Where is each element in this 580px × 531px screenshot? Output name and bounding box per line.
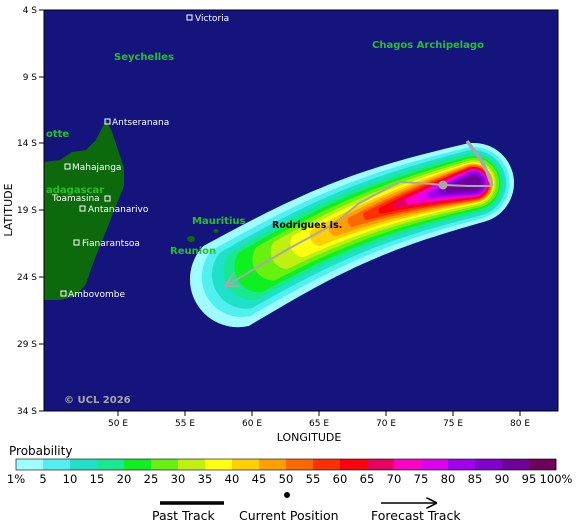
legend-tick-label: 85 bbox=[467, 472, 483, 486]
legend-tick-label: 1% bbox=[6, 472, 26, 486]
y-tick-label: 29 S bbox=[17, 340, 37, 350]
x-tick-label: 70 E bbox=[376, 419, 396, 429]
legend-tick-label: 95 bbox=[521, 472, 537, 486]
place-label-ambovombe: Ambovombe bbox=[68, 290, 125, 300]
reunion-island bbox=[187, 236, 195, 242]
place-label-mayotte: otte bbox=[46, 129, 69, 140]
past-track bbox=[465, 139, 494, 187]
legend-tick-label: 50 bbox=[278, 472, 294, 486]
colorbar-segment bbox=[43, 459, 71, 470]
legend-tick-label: 80 bbox=[440, 472, 456, 486]
legend-tick-label: 65 bbox=[359, 472, 375, 486]
town-marker bbox=[79, 205, 86, 212]
legend-tick-label: 55 bbox=[305, 472, 321, 486]
place-label-mauritius: Mauritius bbox=[192, 216, 246, 227]
colorbar-segment bbox=[502, 459, 530, 470]
x-tick-label: 65 E bbox=[309, 419, 329, 429]
place-label-mahajanga: Mahajanga bbox=[72, 163, 121, 173]
place-label-madagascar: adagascar bbox=[46, 185, 104, 196]
place-label-rodrigues: Rodrigues Is. bbox=[272, 220, 342, 231]
colorbar-segment bbox=[475, 459, 503, 470]
probability-colorbar bbox=[15, 458, 557, 471]
colorbar-segment bbox=[16, 459, 44, 470]
legend-tick-label: 40 bbox=[224, 472, 240, 486]
x-tick-label: 50 E bbox=[108, 419, 128, 429]
colorbar-segment bbox=[286, 459, 314, 470]
legend-tick-label: 90 bbox=[494, 472, 510, 486]
legend-tick-label: 5 bbox=[39, 472, 47, 486]
probability-swath bbox=[189, 142, 515, 328]
place-label-antseranana: Antseranana bbox=[112, 118, 169, 128]
current-position-key-label: Current Position bbox=[239, 508, 339, 523]
colorbar-segment bbox=[205, 459, 233, 470]
colorbar-segment bbox=[124, 459, 152, 470]
past-track-key-label: Past Track bbox=[152, 508, 215, 523]
colorbar-segment bbox=[448, 459, 476, 470]
colorbar-segment bbox=[151, 459, 179, 470]
y-tick-label: 34 S bbox=[17, 407, 37, 417]
legend-tick-label: 10 bbox=[62, 472, 78, 486]
y-tick-label: 9 S bbox=[23, 73, 38, 83]
town-marker bbox=[64, 163, 71, 170]
colorbar-frame bbox=[15, 458, 557, 471]
legend-tick-label: 60 bbox=[332, 472, 348, 486]
legend-tick-label: 100% bbox=[539, 472, 573, 486]
legend-tick-label: 35 bbox=[197, 472, 213, 486]
x-tick-label: 60 E bbox=[242, 419, 262, 429]
x-axis: 50 E 55 E 60 E 65 E 70 E 75 E 80 E bbox=[108, 411, 530, 429]
colorbar-segment bbox=[394, 459, 422, 470]
colorbar-segment bbox=[70, 459, 98, 470]
mauritius-island bbox=[213, 229, 219, 233]
copyright-label: © UCL 2026 bbox=[64, 395, 131, 406]
town-marker bbox=[104, 195, 111, 202]
legend-title: Probability bbox=[9, 444, 73, 458]
legend-labels: 1% 5 10 15 20 25 30 35 40 45 50 55 60 65 70 75 80 85 90 95 1… bbox=[0, 472, 580, 486]
place-label-toamasina: Toamasina bbox=[51, 194, 100, 204]
y-tick-label: 24 S bbox=[17, 273, 37, 283]
legend-tick-label: 70 bbox=[386, 472, 402, 486]
colorbar-segment bbox=[178, 459, 206, 470]
place-label-chagos: Chagos Archipelago bbox=[372, 40, 484, 51]
town-marker bbox=[186, 14, 193, 21]
town-marker bbox=[104, 118, 111, 125]
forecast-track-key-label: Forecast Track bbox=[371, 508, 461, 523]
colorbar-segment bbox=[421, 459, 449, 470]
colorbar-segment bbox=[340, 459, 368, 470]
legend-tick-label: 30 bbox=[170, 472, 186, 486]
colorbar-segment bbox=[313, 459, 341, 470]
legend-tick-label: 25 bbox=[143, 472, 159, 486]
madagascar-landmass bbox=[44, 120, 124, 300]
legend-tick-label: 20 bbox=[116, 472, 132, 486]
x-tick-label: 80 E bbox=[510, 419, 530, 429]
current-position-key-dot bbox=[284, 492, 290, 498]
y-tick-label: 19 S bbox=[17, 206, 37, 216]
town-marker bbox=[73, 239, 80, 246]
legend-tick-label: 75 bbox=[413, 472, 429, 486]
colorbar-segment bbox=[97, 459, 125, 470]
place-label-victoria: Victoria bbox=[195, 14, 229, 24]
place-label-fianarantsoa: Fianarantsoa bbox=[82, 239, 140, 249]
y-axis: 4 S 9 S 14 S 19 S 24 S 29 S 34 S bbox=[17, 6, 44, 417]
probability-band bbox=[445, 175, 482, 194]
x-axis-title: LONGITUDE bbox=[277, 431, 342, 444]
legend-tick-label: 45 bbox=[251, 472, 267, 486]
colorbar-segment bbox=[367, 459, 395, 470]
place-markers: Victoria Seychelles Chagos Archipelago A… bbox=[46, 14, 484, 406]
current-position-marker bbox=[438, 180, 448, 190]
y-tick-label: 4 S bbox=[23, 6, 38, 16]
colorbar-segment bbox=[259, 459, 287, 470]
place-label-seychelles: Seychelles bbox=[114, 52, 174, 63]
y-axis-title: LATITUDE bbox=[2, 183, 15, 236]
colorbar-segment bbox=[529, 459, 557, 470]
place-label-antananarivo: Antananarivo bbox=[88, 205, 149, 215]
legend-tick-label: 15 bbox=[89, 472, 105, 486]
town-marker bbox=[60, 290, 67, 297]
place-label-reunion: Reunion bbox=[170, 246, 216, 257]
colorbar-segment bbox=[232, 459, 260, 470]
x-tick-label: 75 E bbox=[443, 419, 463, 429]
x-tick-label: 55 E bbox=[175, 419, 195, 429]
y-tick-label: 14 S bbox=[17, 139, 37, 149]
